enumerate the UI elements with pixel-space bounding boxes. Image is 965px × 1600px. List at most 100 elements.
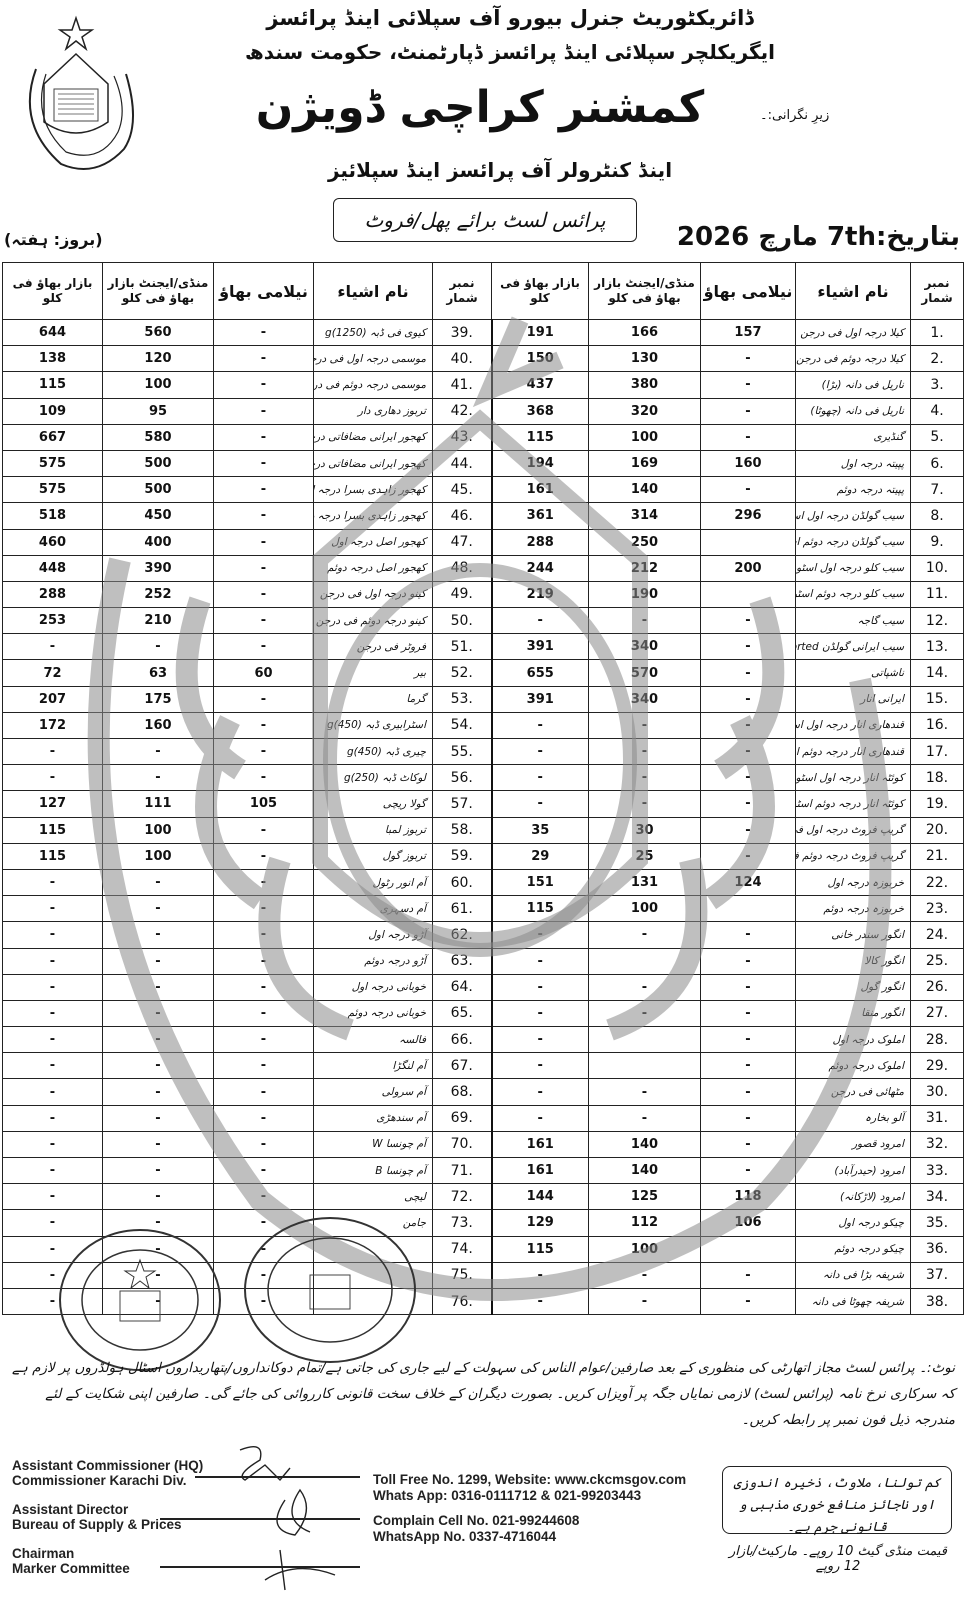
cell-mandi: 175 bbox=[102, 685, 214, 713]
cell-bazar: 391 bbox=[490, 685, 589, 713]
cell-mandi: - bbox=[102, 1287, 214, 1316]
cell-bazar: - bbox=[490, 1026, 589, 1054]
cell-mandi: 111 bbox=[102, 790, 214, 818]
cell-name: املوک درجہ اول bbox=[795, 1026, 911, 1054]
cell-mandi: - bbox=[588, 1104, 701, 1132]
table-row: - - - لوکاٹ ڈبہ (250)g 56. - - - کوئٹہ انار درجہ… bbox=[2, 764, 964, 792]
cell-mandi: 166 bbox=[588, 318, 701, 347]
cell-auction: - bbox=[213, 685, 314, 713]
cell-auction: - bbox=[700, 476, 796, 504]
cell-bazar: 244 bbox=[490, 554, 589, 582]
cell-num: 18. bbox=[910, 764, 964, 792]
cell-num: 36. bbox=[910, 1235, 964, 1263]
cell-mandi: - bbox=[588, 790, 701, 818]
cell-bazar: 115 bbox=[2, 816, 103, 844]
cell-auction: - bbox=[213, 842, 314, 870]
cell-mandi: - bbox=[102, 947, 214, 975]
cell-num: 23. bbox=[910, 895, 964, 923]
cell-mandi: - bbox=[102, 1026, 214, 1054]
cell-auction: - bbox=[213, 764, 314, 792]
cell-bazar: - bbox=[490, 1287, 589, 1316]
cell-bazar: - bbox=[490, 737, 589, 766]
cell-auction: - bbox=[700, 1078, 796, 1106]
cell-mandi: 252 bbox=[102, 580, 214, 609]
cell-name: ایرانی انار bbox=[795, 685, 911, 713]
cell-name: آم سرولی bbox=[313, 1078, 433, 1106]
cell-num: 5. bbox=[910, 423, 964, 451]
cell-name: سیب کلو درجہ دوئم اسٹور bbox=[795, 580, 911, 609]
cell-mandi: - bbox=[102, 633, 214, 661]
table-row: - - - آم انور رٹول 60. 151 131 124 خربوزہ درجہ ا… bbox=[2, 868, 964, 897]
cell-auction: - bbox=[213, 999, 314, 1028]
cell-name: کینو درجہ دوئم فی درجن bbox=[313, 607, 433, 635]
cell-auction: - bbox=[213, 1261, 314, 1289]
cell-auction: - bbox=[700, 842, 796, 870]
cell-num: 47. bbox=[432, 528, 492, 556]
cell-name: فالسہ bbox=[313, 1026, 433, 1054]
cell-num: 56. bbox=[432, 764, 492, 792]
cell-mandi: 100 bbox=[588, 423, 701, 451]
cell-bazar: 219 bbox=[490, 580, 589, 609]
cell-num: 49. bbox=[432, 580, 492, 609]
cell-num: 40. bbox=[432, 345, 492, 373]
table-row: - - - آم دسہری 61. 115 100 خربوزہ درجہ دوئم 23. bbox=[2, 895, 964, 923]
cell-bazar: 172 bbox=[2, 711, 103, 740]
cell-mandi: 560 bbox=[102, 318, 214, 347]
cell-bazar: 361 bbox=[490, 502, 589, 530]
cell-auction: - bbox=[213, 502, 314, 530]
cell-bazar: 518 bbox=[2, 502, 103, 530]
table-row: 109 95- تربوز دھاری دار 42. 368 320- ناریل فی … bbox=[2, 397, 964, 425]
header-num: نمبر شمار bbox=[910, 262, 964, 320]
cell-mandi: 140 bbox=[588, 1156, 701, 1185]
cell-bazar: - bbox=[490, 764, 589, 792]
cell-bazar: 115 bbox=[2, 842, 103, 870]
cell-mandi: - bbox=[102, 1052, 214, 1080]
cell-num: 24. bbox=[910, 921, 964, 949]
table-row: 72 63 60 بیر 52. 655 570- ناشپاتی 14. bbox=[2, 659, 964, 687]
header-mandi: منڈی/ایجنٹ بازار بھاؤ فی کلو bbox=[102, 262, 214, 320]
cell-num: 15. bbox=[910, 685, 964, 713]
cell-name: کیوی فی ڈبہ (1250)g bbox=[313, 318, 433, 347]
cell-num: 41. bbox=[432, 371, 492, 399]
cell-num: 59. bbox=[432, 842, 492, 870]
cell-name: امرود (حیدرآباد) bbox=[795, 1156, 911, 1185]
header-auction: نیلامی بھاؤ bbox=[213, 262, 314, 320]
cell-name: پپیتہ درجہ اول bbox=[795, 449, 911, 478]
cell-num: 48. bbox=[432, 554, 492, 582]
cell-bazar: 35 bbox=[490, 816, 589, 844]
cell-auction: - bbox=[700, 921, 796, 949]
cell-name: لوکاٹ ڈبہ (250)g bbox=[313, 764, 433, 792]
cell-name: کھجور اصل درجہ دوئم bbox=[313, 554, 433, 582]
cell-mandi: 131 bbox=[588, 868, 701, 897]
cell-bazar: 288 bbox=[490, 528, 589, 556]
cell-mandi: 160 bbox=[102, 711, 214, 740]
cell-name: چیکو درجہ دوئم bbox=[795, 1235, 911, 1263]
table-row: - - - آم سرولی 68. - - - مٹھائی فی درجن 30. bbox=[2, 1078, 964, 1106]
cell-auction: - bbox=[213, 423, 314, 451]
cell-name: مٹھائی فی درجن bbox=[795, 1078, 911, 1106]
table-row: 448 390- کھجور اصل درجہ دوئم 48. 244 212 200 سی… bbox=[2, 554, 964, 582]
cell-name: آڑو درجہ دوئم bbox=[313, 947, 433, 975]
signatory-title: Assistant Commissioner (HQ) bbox=[12, 1458, 204, 1473]
table-row: - - - فالسہ 66. - - املوک درجہ اول 28. bbox=[2, 1026, 964, 1054]
cell-name: آم چونسا B bbox=[313, 1156, 433, 1185]
cell-bazar: 391 bbox=[490, 633, 589, 661]
cell-bazar: 161 bbox=[490, 1156, 589, 1185]
cell-mandi: 340 bbox=[588, 633, 701, 661]
cell-mandi: 95 bbox=[102, 397, 214, 425]
cell-num: 20. bbox=[910, 816, 964, 844]
cell-num: 43. bbox=[432, 423, 492, 451]
cell-auction: - bbox=[213, 947, 314, 975]
cell-name: چیری ڈبہ (450)g bbox=[313, 737, 433, 766]
toll-free-website: Toll Free No. 1299, Website: www.ckcmsgo… bbox=[373, 1472, 687, 1487]
cell-num: 11. bbox=[910, 580, 964, 609]
cell-auction: 105 bbox=[213, 790, 314, 818]
cell-bazar: - bbox=[490, 711, 589, 740]
cell-mandi: - bbox=[102, 1104, 214, 1132]
cell-bazar: 127 bbox=[2, 790, 103, 818]
cell-num: 45. bbox=[432, 476, 492, 504]
date-label: بتاریخ:7th مارچ 2026 bbox=[676, 222, 960, 252]
